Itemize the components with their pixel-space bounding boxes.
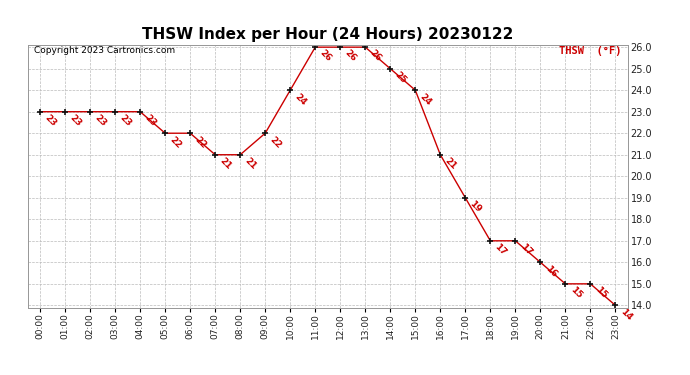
Text: 25: 25: [393, 70, 408, 85]
Text: 24: 24: [418, 92, 433, 107]
Text: 23: 23: [93, 113, 108, 128]
Text: 21: 21: [443, 156, 458, 171]
Text: 26: 26: [343, 48, 358, 64]
Text: 22: 22: [193, 135, 208, 150]
Text: 17: 17: [518, 242, 533, 258]
Text: 24: 24: [293, 92, 308, 107]
Text: 23: 23: [68, 113, 83, 128]
Text: 22: 22: [268, 135, 283, 150]
Text: 21: 21: [218, 156, 233, 171]
Text: Copyright 2023 Cartronics.com: Copyright 2023 Cartronics.com: [34, 46, 175, 56]
Text: 14: 14: [618, 307, 633, 322]
Text: 23: 23: [143, 113, 158, 128]
Title: THSW Index per Hour (24 Hours) 20230122: THSW Index per Hour (24 Hours) 20230122: [142, 27, 513, 42]
Text: 15: 15: [568, 285, 583, 300]
Text: 22: 22: [168, 135, 183, 150]
Text: 23: 23: [118, 113, 133, 128]
Text: 19: 19: [468, 199, 484, 214]
Text: 15: 15: [593, 285, 609, 300]
Text: 21: 21: [243, 156, 258, 171]
Text: 23: 23: [43, 113, 58, 128]
Text: 26: 26: [368, 48, 383, 64]
Text: 16: 16: [543, 264, 558, 279]
Text: 17: 17: [493, 242, 509, 258]
Text: 26: 26: [318, 48, 333, 64]
Text: THSW  (°F): THSW (°F): [560, 46, 622, 56]
